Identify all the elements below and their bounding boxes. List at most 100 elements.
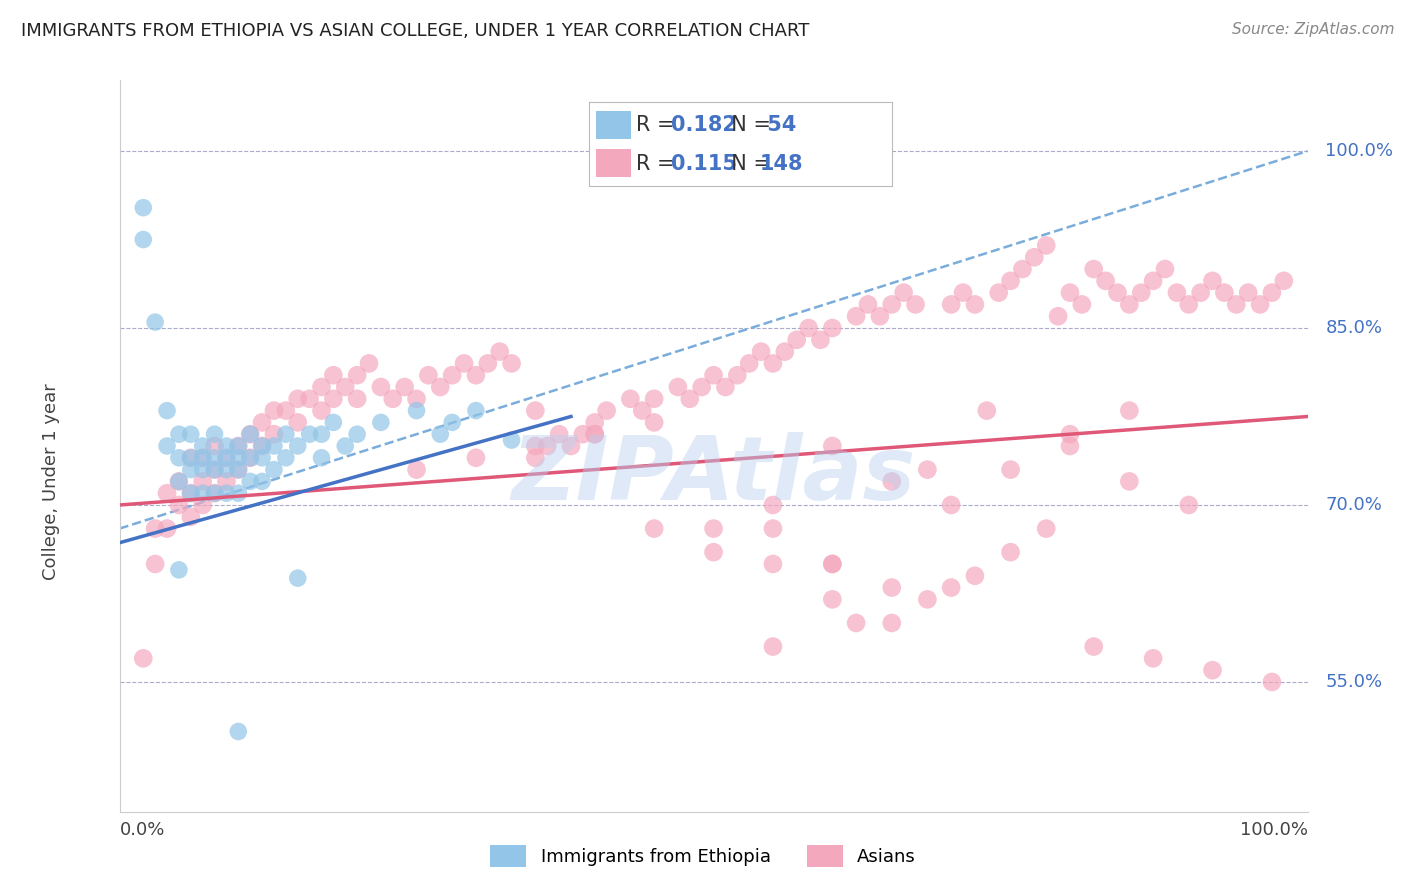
Point (167, 450, 190, 465)
Point (143, 557, 166, 571)
Point (167, 427, 190, 442)
Point (762, 557, 785, 571)
Point (191, 475, 214, 489)
Point (335, 380, 357, 394)
Legend: Immigrants from Ethiopia, Asians: Immigrants from Ethiopia, Asians (482, 838, 924, 874)
Point (1118, 297, 1140, 311)
Point (1261, 675, 1284, 690)
Point (1000, 462, 1022, 476)
Point (845, 615, 868, 630)
Point (762, 356, 785, 370)
Text: 70.0%: 70.0% (1326, 496, 1382, 514)
Point (167, 475, 190, 489)
Point (1094, 274, 1116, 288)
Point (501, 356, 523, 370)
Point (762, 640, 785, 654)
Point (856, 297, 879, 311)
Point (263, 403, 285, 417)
Point (1178, 498, 1201, 512)
Point (821, 557, 844, 571)
Point (1000, 545, 1022, 559)
Point (1166, 285, 1188, 300)
Point (1059, 439, 1081, 453)
Point (1213, 285, 1236, 300)
Point (274, 403, 297, 417)
Point (191, 450, 214, 465)
Point (1261, 285, 1284, 300)
Point (311, 450, 333, 465)
Point (1059, 285, 1081, 300)
Point (287, 571, 309, 585)
Point (1024, 250, 1046, 264)
Point (1035, 522, 1057, 536)
Point (180, 427, 202, 442)
Point (239, 450, 262, 465)
Point (228, 439, 250, 453)
Point (405, 462, 427, 476)
Point (250, 439, 273, 453)
Point (702, 545, 725, 559)
Point (228, 462, 250, 476)
Point (464, 368, 488, 383)
Point (263, 462, 285, 476)
Point (987, 285, 1010, 300)
Point (714, 380, 737, 394)
Point (215, 450, 238, 465)
Point (880, 581, 903, 595)
Point (786, 333, 808, 347)
Point (939, 498, 962, 512)
Point (346, 427, 368, 442)
Point (501, 433, 523, 447)
Point (1201, 663, 1223, 677)
Point (963, 297, 986, 311)
Point (180, 450, 202, 465)
Point (156, 439, 179, 453)
Point (904, 297, 927, 311)
Point (821, 321, 844, 335)
Point (322, 416, 344, 430)
Point (381, 392, 404, 406)
Point (156, 522, 179, 536)
Point (441, 416, 464, 430)
Point (548, 427, 571, 442)
Point (1118, 475, 1140, 489)
Point (204, 462, 226, 476)
Point (335, 439, 357, 453)
Point (322, 368, 344, 383)
Point (869, 310, 891, 324)
Point (595, 403, 617, 417)
Point (405, 403, 427, 417)
Point (1154, 262, 1177, 277)
Point (477, 356, 499, 370)
Point (346, 368, 368, 383)
Point (917, 592, 939, 607)
Point (917, 462, 939, 476)
Point (228, 439, 250, 453)
Point (250, 416, 273, 430)
Point (1225, 297, 1247, 311)
Point (239, 450, 262, 465)
Point (132, 651, 155, 665)
Point (370, 380, 392, 394)
Point (429, 427, 451, 442)
Point (180, 462, 202, 476)
Point (204, 486, 226, 500)
Point (952, 285, 974, 300)
Point (143, 522, 166, 536)
Point (298, 392, 321, 406)
Point (156, 403, 179, 417)
Point (464, 450, 488, 465)
Point (228, 724, 250, 739)
Point (1178, 297, 1201, 311)
Point (156, 486, 179, 500)
Point (370, 416, 392, 430)
Point (204, 486, 226, 500)
Text: 100.0%: 100.0% (1240, 822, 1308, 839)
Point (263, 427, 285, 442)
Point (572, 427, 595, 442)
Point (797, 321, 820, 335)
Point (453, 356, 475, 370)
Point (702, 368, 725, 383)
Point (679, 392, 702, 406)
Point (821, 557, 844, 571)
